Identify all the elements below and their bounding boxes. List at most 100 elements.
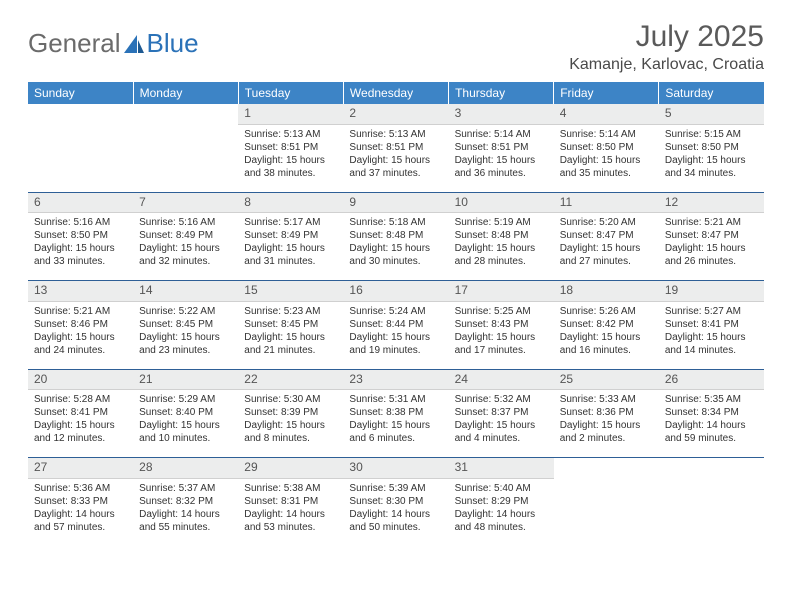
calendar-day-cell: 16Sunrise: 5:24 AMSunset: 8:44 PMDayligh…	[343, 281, 448, 369]
calendar-day-cell: 4Sunrise: 5:14 AMSunset: 8:50 PMDaylight…	[554, 104, 659, 192]
daylight-text: Daylight: 15 hours and 36 minutes.	[455, 154, 548, 180]
day-number: 26	[659, 370, 764, 391]
calendar-day-cell: 25Sunrise: 5:33 AMSunset: 8:36 PMDayligh…	[554, 370, 659, 458]
day-number: 18	[554, 281, 659, 302]
calendar-day-cell: 21Sunrise: 5:29 AMSunset: 8:40 PMDayligh…	[133, 370, 238, 458]
sunrise-text: Sunrise: 5:17 AM	[244, 216, 337, 229]
daylight-text: Daylight: 15 hours and 6 minutes.	[349, 419, 442, 445]
sunset-text: Sunset: 8:36 PM	[560, 406, 653, 419]
calendar-day-cell: 13Sunrise: 5:21 AMSunset: 8:46 PMDayligh…	[28, 281, 133, 369]
day-info: Sunrise: 5:13 AMSunset: 8:51 PMDaylight:…	[343, 125, 448, 184]
weekday-header: Friday	[554, 82, 659, 104]
sunrise-text: Sunrise: 5:36 AM	[34, 482, 127, 495]
sunset-text: Sunset: 8:41 PM	[665, 318, 758, 331]
sunrise-text: Sunrise: 5:26 AM	[560, 305, 653, 318]
day-info: Sunrise: 5:40 AMSunset: 8:29 PMDaylight:…	[449, 479, 554, 538]
calendar-day-cell: 17Sunrise: 5:25 AMSunset: 8:43 PMDayligh…	[449, 281, 554, 369]
day-info: Sunrise: 5:17 AMSunset: 8:49 PMDaylight:…	[238, 213, 343, 272]
day-info: Sunrise: 5:20 AMSunset: 8:47 PMDaylight:…	[554, 213, 659, 272]
daylight-text: Daylight: 14 hours and 57 minutes.	[34, 508, 127, 534]
sunset-text: Sunset: 8:49 PM	[139, 229, 232, 242]
calendar-day-cell: 8Sunrise: 5:17 AMSunset: 8:49 PMDaylight…	[238, 193, 343, 281]
sunset-text: Sunset: 8:46 PM	[34, 318, 127, 331]
sunset-text: Sunset: 8:37 PM	[455, 406, 548, 419]
daylight-text: Daylight: 15 hours and 33 minutes.	[34, 242, 127, 268]
logo: General Blue	[28, 28, 199, 59]
weekday-header-row: Sunday Monday Tuesday Wednesday Thursday…	[28, 82, 764, 104]
sunrise-text: Sunrise: 5:31 AM	[349, 393, 442, 406]
logo-text-2: Blue	[147, 28, 199, 59]
daylight-text: Daylight: 14 hours and 55 minutes.	[139, 508, 232, 534]
day-info: Sunrise: 5:16 AMSunset: 8:50 PMDaylight:…	[28, 213, 133, 272]
day-info: Sunrise: 5:16 AMSunset: 8:49 PMDaylight:…	[133, 213, 238, 272]
day-number: 7	[133, 193, 238, 214]
day-number: 21	[133, 370, 238, 391]
sunrise-text: Sunrise: 5:32 AM	[455, 393, 548, 406]
daylight-text: Daylight: 15 hours and 35 minutes.	[560, 154, 653, 180]
calendar-day-cell: 12Sunrise: 5:21 AMSunset: 8:47 PMDayligh…	[659, 193, 764, 281]
day-info: Sunrise: 5:28 AMSunset: 8:41 PMDaylight:…	[28, 390, 133, 449]
daylight-text: Daylight: 14 hours and 48 minutes.	[455, 508, 548, 534]
calendar-day-cell: 24Sunrise: 5:32 AMSunset: 8:37 PMDayligh…	[449, 370, 554, 458]
weekday-header: Wednesday	[343, 82, 448, 104]
calendar-day-cell: 10Sunrise: 5:19 AMSunset: 8:48 PMDayligh…	[449, 193, 554, 281]
day-number: 30	[343, 458, 448, 479]
calendar-week-row: 1Sunrise: 5:13 AMSunset: 8:51 PMDaylight…	[28, 104, 764, 192]
sunrise-text: Sunrise: 5:23 AM	[244, 305, 337, 318]
day-number: 27	[28, 458, 133, 479]
calendar-day-cell: 6Sunrise: 5:16 AMSunset: 8:50 PMDaylight…	[28, 193, 133, 281]
calendar-day-cell: 15Sunrise: 5:23 AMSunset: 8:45 PMDayligh…	[238, 281, 343, 369]
calendar-week-row: 6Sunrise: 5:16 AMSunset: 8:50 PMDaylight…	[28, 193, 764, 281]
day-number: 3	[449, 104, 554, 125]
sunset-text: Sunset: 8:44 PM	[349, 318, 442, 331]
sunset-text: Sunset: 8:40 PM	[139, 406, 232, 419]
weekday-header: Saturday	[659, 82, 764, 104]
sunrise-text: Sunrise: 5:13 AM	[244, 128, 337, 141]
daylight-text: Daylight: 15 hours and 4 minutes.	[455, 419, 548, 445]
day-info: Sunrise: 5:18 AMSunset: 8:48 PMDaylight:…	[343, 213, 448, 272]
sunset-text: Sunset: 8:51 PM	[455, 141, 548, 154]
logo-text-1: General	[28, 28, 121, 59]
day-number: 4	[554, 104, 659, 125]
day-info: Sunrise: 5:27 AMSunset: 8:41 PMDaylight:…	[659, 302, 764, 361]
calendar-page: General Blue July 2025 Kamanje, Karlovac…	[0, 0, 792, 566]
daylight-text: Daylight: 15 hours and 8 minutes.	[244, 419, 337, 445]
sunset-text: Sunset: 8:33 PM	[34, 495, 127, 508]
calendar-day-cell: 1Sunrise: 5:13 AMSunset: 8:51 PMDaylight…	[238, 104, 343, 192]
day-number: 22	[238, 370, 343, 391]
calendar-day-cell: 2Sunrise: 5:13 AMSunset: 8:51 PMDaylight…	[343, 104, 448, 192]
daylight-text: Daylight: 15 hours and 12 minutes.	[34, 419, 127, 445]
sunset-text: Sunset: 8:39 PM	[244, 406, 337, 419]
weekday-header: Sunday	[28, 82, 133, 104]
calendar-day-cell: 7Sunrise: 5:16 AMSunset: 8:49 PMDaylight…	[133, 193, 238, 281]
daylight-text: Daylight: 15 hours and 10 minutes.	[139, 419, 232, 445]
day-number: 24	[449, 370, 554, 391]
daylight-text: Daylight: 15 hours and 31 minutes.	[244, 242, 337, 268]
day-number: 11	[554, 193, 659, 214]
sunrise-text: Sunrise: 5:21 AM	[34, 305, 127, 318]
daylight-text: Daylight: 15 hours and 32 minutes.	[139, 242, 232, 268]
daylight-text: Daylight: 15 hours and 2 minutes.	[560, 419, 653, 445]
sunset-text: Sunset: 8:48 PM	[455, 229, 548, 242]
day-number: 8	[238, 193, 343, 214]
daylight-text: Daylight: 15 hours and 26 minutes.	[665, 242, 758, 268]
sunrise-text: Sunrise: 5:18 AM	[349, 216, 442, 229]
day-number: 20	[28, 370, 133, 391]
day-number: 25	[554, 370, 659, 391]
sunset-text: Sunset: 8:47 PM	[560, 229, 653, 242]
day-number: 5	[659, 104, 764, 125]
daylight-text: Daylight: 15 hours and 21 minutes.	[244, 331, 337, 357]
sunset-text: Sunset: 8:38 PM	[349, 406, 442, 419]
calendar-day-cell: 30Sunrise: 5:39 AMSunset: 8:30 PMDayligh…	[343, 458, 448, 546]
calendar-day-cell: 26Sunrise: 5:35 AMSunset: 8:34 PMDayligh…	[659, 370, 764, 458]
day-info: Sunrise: 5:36 AMSunset: 8:33 PMDaylight:…	[28, 479, 133, 538]
daylight-text: Daylight: 15 hours and 28 minutes.	[455, 242, 548, 268]
calendar-day-cell	[28, 104, 133, 192]
day-info: Sunrise: 5:32 AMSunset: 8:37 PMDaylight:…	[449, 390, 554, 449]
daylight-text: Daylight: 14 hours and 53 minutes.	[244, 508, 337, 534]
calendar-table: Sunday Monday Tuesday Wednesday Thursday…	[28, 82, 764, 546]
day-number: 9	[343, 193, 448, 214]
daylight-text: Daylight: 15 hours and 19 minutes.	[349, 331, 442, 357]
daylight-text: Daylight: 15 hours and 17 minutes.	[455, 331, 548, 357]
sunrise-text: Sunrise: 5:21 AM	[665, 216, 758, 229]
